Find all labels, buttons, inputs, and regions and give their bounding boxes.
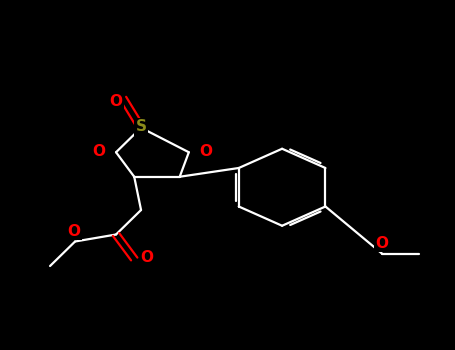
Text: O: O xyxy=(92,144,105,159)
Text: O: O xyxy=(376,236,389,251)
Text: O: O xyxy=(141,250,153,265)
Text: O: O xyxy=(200,144,212,159)
Text: O: O xyxy=(68,224,81,238)
Text: O: O xyxy=(110,94,122,109)
Text: S: S xyxy=(136,119,147,134)
